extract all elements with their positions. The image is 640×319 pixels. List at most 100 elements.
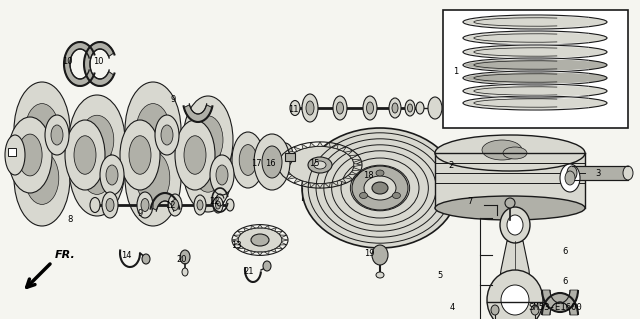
Ellipse shape bbox=[505, 198, 515, 208]
Polygon shape bbox=[234, 242, 240, 245]
Polygon shape bbox=[302, 144, 308, 149]
Ellipse shape bbox=[45, 115, 69, 155]
Ellipse shape bbox=[106, 165, 118, 185]
Ellipse shape bbox=[18, 134, 42, 176]
Ellipse shape bbox=[258, 139, 278, 171]
Ellipse shape bbox=[180, 250, 190, 264]
Ellipse shape bbox=[463, 58, 607, 72]
Ellipse shape bbox=[367, 102, 374, 114]
Text: 11: 11 bbox=[288, 106, 298, 115]
Ellipse shape bbox=[175, 120, 215, 190]
Ellipse shape bbox=[428, 97, 442, 119]
Polygon shape bbox=[349, 172, 358, 175]
Ellipse shape bbox=[262, 146, 282, 178]
Ellipse shape bbox=[463, 31, 607, 45]
Ellipse shape bbox=[155, 115, 179, 155]
Ellipse shape bbox=[565, 171, 575, 185]
Polygon shape bbox=[353, 168, 361, 171]
Ellipse shape bbox=[376, 170, 384, 176]
Polygon shape bbox=[237, 246, 244, 249]
Ellipse shape bbox=[376, 272, 384, 278]
Text: 20: 20 bbox=[177, 255, 188, 263]
Text: 16: 16 bbox=[265, 159, 275, 167]
Polygon shape bbox=[244, 227, 249, 231]
Polygon shape bbox=[279, 168, 287, 171]
Polygon shape bbox=[280, 235, 287, 238]
Polygon shape bbox=[435, 153, 585, 208]
Ellipse shape bbox=[507, 215, 523, 235]
Ellipse shape bbox=[302, 94, 318, 122]
Polygon shape bbox=[271, 227, 276, 231]
Polygon shape bbox=[257, 225, 262, 228]
Polygon shape bbox=[287, 151, 295, 154]
Ellipse shape bbox=[239, 145, 257, 175]
Text: 17: 17 bbox=[251, 159, 261, 167]
Polygon shape bbox=[84, 42, 114, 86]
Polygon shape bbox=[310, 143, 315, 147]
Polygon shape bbox=[572, 166, 628, 180]
Ellipse shape bbox=[168, 194, 182, 216]
Text: 5: 5 bbox=[437, 271, 443, 279]
Text: 21: 21 bbox=[244, 266, 254, 276]
Ellipse shape bbox=[482, 140, 522, 160]
Ellipse shape bbox=[69, 120, 125, 216]
Ellipse shape bbox=[142, 254, 150, 264]
Ellipse shape bbox=[102, 192, 118, 218]
Ellipse shape bbox=[183, 96, 233, 184]
Text: 10: 10 bbox=[93, 57, 103, 66]
Polygon shape bbox=[279, 160, 287, 162]
Ellipse shape bbox=[69, 95, 125, 185]
Polygon shape bbox=[232, 239, 238, 241]
Polygon shape bbox=[542, 290, 578, 312]
Ellipse shape bbox=[263, 261, 271, 271]
Polygon shape bbox=[234, 235, 240, 238]
Ellipse shape bbox=[213, 197, 223, 213]
Text: 6: 6 bbox=[563, 278, 568, 286]
Ellipse shape bbox=[567, 166, 577, 180]
Ellipse shape bbox=[210, 155, 234, 195]
Polygon shape bbox=[294, 179, 301, 183]
Ellipse shape bbox=[500, 207, 530, 243]
Polygon shape bbox=[264, 225, 269, 229]
Ellipse shape bbox=[364, 176, 396, 200]
Polygon shape bbox=[325, 143, 330, 147]
Ellipse shape bbox=[306, 101, 314, 115]
Text: FR.: FR. bbox=[55, 250, 76, 260]
Ellipse shape bbox=[184, 136, 206, 174]
Ellipse shape bbox=[463, 71, 607, 85]
Ellipse shape bbox=[90, 197, 100, 212]
Ellipse shape bbox=[389, 98, 401, 118]
Text: 4: 4 bbox=[449, 303, 454, 313]
Polygon shape bbox=[184, 105, 212, 122]
Text: 15: 15 bbox=[308, 159, 319, 167]
Polygon shape bbox=[237, 231, 244, 234]
Ellipse shape bbox=[531, 305, 539, 315]
Ellipse shape bbox=[80, 115, 114, 165]
Ellipse shape bbox=[25, 152, 59, 204]
Ellipse shape bbox=[141, 198, 149, 211]
Polygon shape bbox=[257, 252, 262, 256]
Text: 14: 14 bbox=[121, 251, 131, 261]
Ellipse shape bbox=[254, 134, 290, 190]
Ellipse shape bbox=[226, 199, 234, 211]
Text: 7: 7 bbox=[467, 197, 473, 206]
Ellipse shape bbox=[416, 102, 424, 114]
Text: 1: 1 bbox=[453, 68, 459, 77]
Text: 9: 9 bbox=[170, 95, 175, 105]
Ellipse shape bbox=[337, 102, 344, 114]
Ellipse shape bbox=[333, 96, 347, 120]
Polygon shape bbox=[339, 147, 346, 151]
Ellipse shape bbox=[286, 146, 354, 184]
Text: 12: 12 bbox=[164, 201, 175, 210]
Ellipse shape bbox=[65, 120, 105, 190]
Polygon shape bbox=[345, 151, 353, 154]
Text: 22: 22 bbox=[210, 197, 220, 205]
Text: 3: 3 bbox=[595, 169, 601, 179]
Ellipse shape bbox=[290, 100, 300, 115]
Bar bbox=[285, 153, 295, 161]
Polygon shape bbox=[282, 239, 288, 241]
Ellipse shape bbox=[8, 117, 52, 193]
Text: 9: 9 bbox=[138, 209, 143, 218]
Ellipse shape bbox=[25, 104, 59, 156]
Ellipse shape bbox=[405, 100, 415, 116]
